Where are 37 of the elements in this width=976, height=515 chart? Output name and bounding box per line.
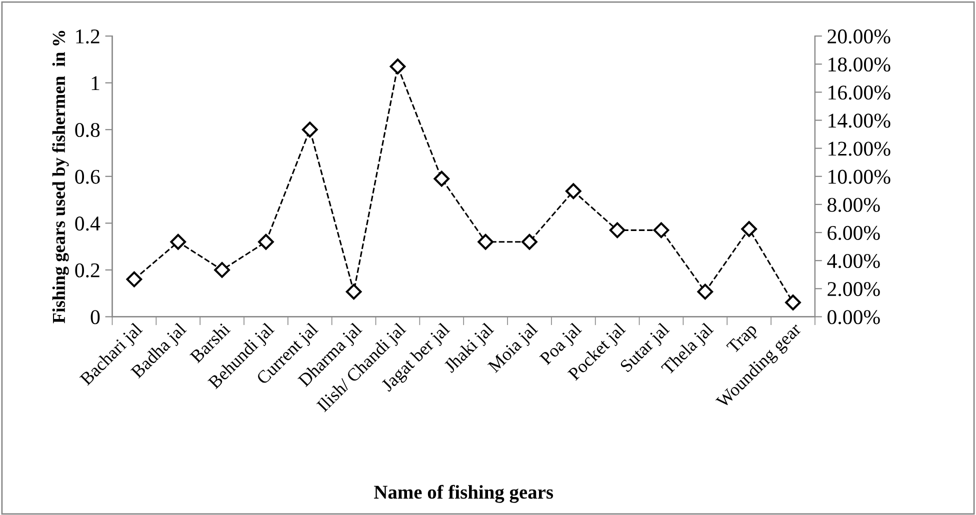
y2-tick-label: 20.00%	[828, 29, 890, 44]
point	[390, 58, 406, 74]
point	[522, 234, 538, 250]
y-tick-label: 0	[90, 310, 100, 324]
y-tick-label: 0.6	[75, 170, 100, 184]
point	[346, 284, 362, 300]
y2-tick-label: 10.00%	[828, 170, 890, 184]
y2-tick-label: 16.00%	[828, 86, 890, 100]
y2-tick-label: 0.00%	[828, 310, 880, 324]
y-tick-label: 1	[92, 76, 100, 90]
y2-tick-label: 6.00%	[828, 226, 880, 240]
y-tick-label: 0.2	[75, 263, 100, 278]
point	[697, 284, 714, 300]
point	[565, 183, 582, 200]
point	[785, 294, 801, 310]
point	[609, 222, 626, 238]
point	[258, 234, 274, 250]
point	[214, 262, 230, 278]
point	[741, 221, 757, 237]
y-axis-title: Fishing gears used by fishermen in %	[52, 30, 69, 324]
y-tick-label: 0.4	[75, 216, 100, 231]
point	[478, 234, 494, 250]
y-tick-label: 0.8	[75, 122, 100, 138]
x-tick-label: Trap	[726, 322, 760, 357]
y2-tick-label: 8.00%	[828, 198, 880, 212]
point	[434, 170, 450, 187]
point	[653, 222, 670, 238]
y2-tick-label: 12.00%	[828, 142, 890, 156]
y-tick-label: 1.2	[76, 29, 100, 44]
y2-tick-label: 14.00%	[828, 114, 890, 128]
x-axis-title: Name of fishing gears	[374, 484, 554, 503]
point	[126, 271, 142, 288]
point	[170, 234, 186, 250]
y2-tick-label: 18.00%	[828, 57, 890, 72]
y2-tick-label: 2.00%	[828, 282, 880, 296]
y2-tick-label: 4.00%	[827, 254, 880, 268]
point	[302, 122, 318, 138]
